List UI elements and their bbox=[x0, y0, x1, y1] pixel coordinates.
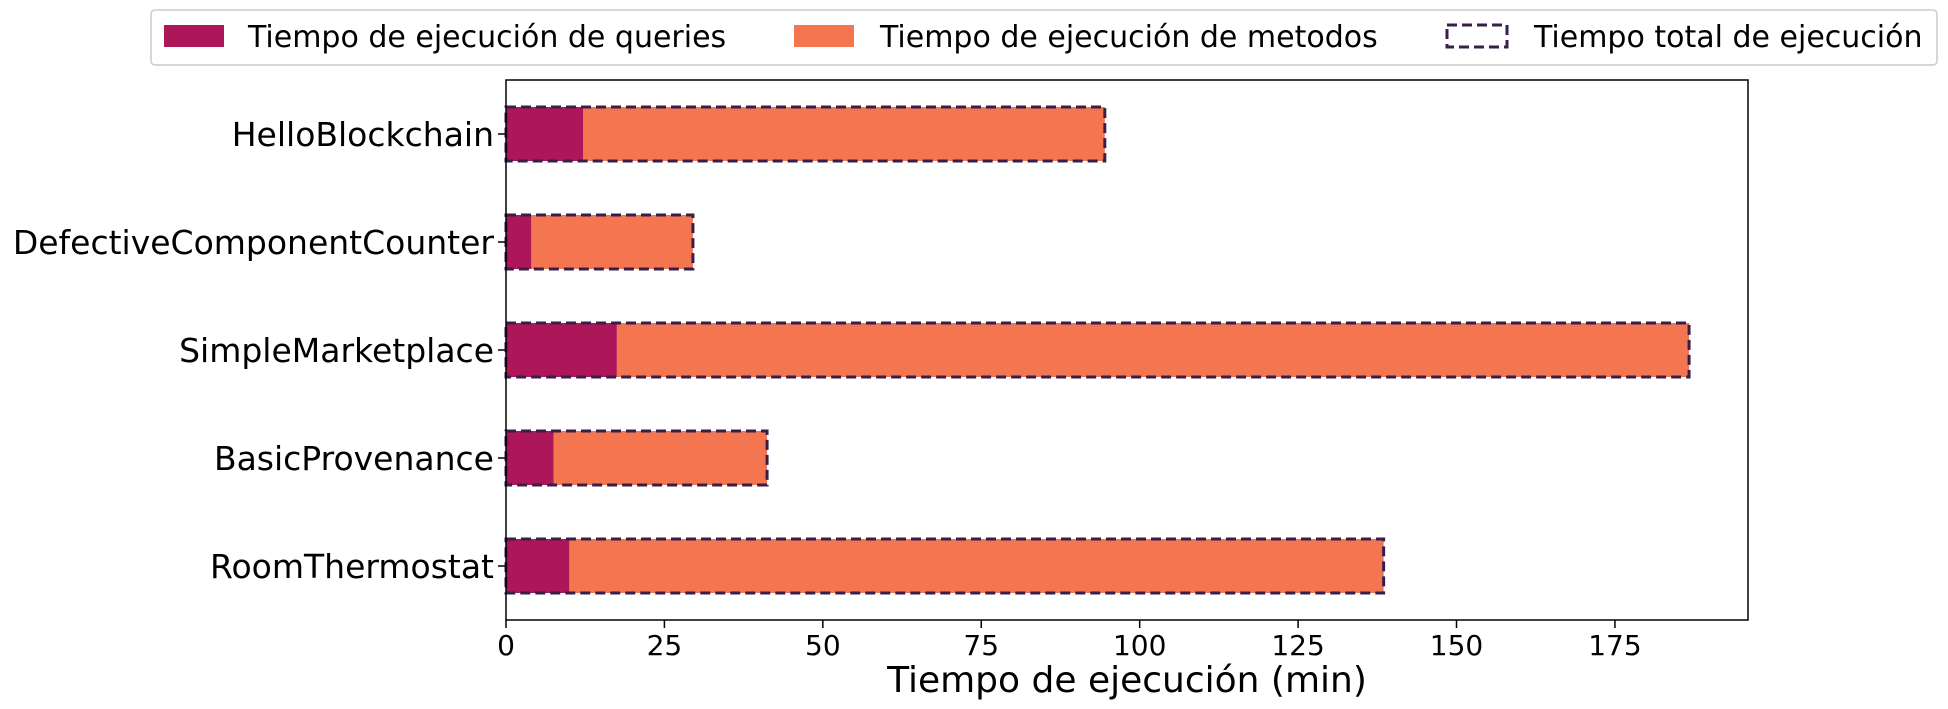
y-tick-label-helloblockchain: HelloBlockchain bbox=[232, 115, 494, 154]
bar-helloblockchain-queries bbox=[506, 107, 584, 161]
x-tick-label: 25 bbox=[647, 629, 683, 662]
bar-simplemarketplace-queries bbox=[506, 323, 617, 377]
legend-label-total: Tiempo total de ejecución bbox=[1533, 20, 1922, 55]
bar-helloblockchain-metodos bbox=[583, 107, 1105, 161]
y-axis-ticks: HelloBlockchain DefectiveComponentCounter… bbox=[13, 115, 506, 586]
legend-label-metodos: Tiempo de ejecución de metodos bbox=[879, 20, 1378, 55]
legend-frame bbox=[150, 9, 1938, 66]
bar-roomthermostat-queries bbox=[506, 539, 570, 593]
bar-defectivecomponentcounter-metodos bbox=[531, 215, 693, 269]
legend-swatch-metodos bbox=[794, 25, 854, 47]
x-tick-label: 75 bbox=[963, 629, 999, 662]
x-axis-ticks: 0 25 50 75 100 125 150 175 bbox=[497, 620, 1642, 662]
x-tick-label: 100 bbox=[1113, 629, 1166, 662]
x-tick-label: 150 bbox=[1430, 629, 1483, 662]
y-tick-label-simplemarketplace: SimpleMarketplace bbox=[179, 331, 494, 370]
x-tick-label: 50 bbox=[805, 629, 841, 662]
bar-basicprovenance-queries bbox=[506, 431, 554, 485]
legend-swatch-queries bbox=[164, 25, 224, 47]
y-tick-label-basicprovenance: BasicProvenance bbox=[214, 439, 494, 478]
legend-entry-queries: Tiempo de ejecución de queries bbox=[164, 20, 726, 55]
plot-area bbox=[504, 105, 1691, 595]
bar-roomthermostat-metodos bbox=[569, 539, 1384, 593]
bar-simplemarketplace-metodos bbox=[616, 323, 1690, 377]
x-axis-title: Tiempo de ejecución (min) bbox=[886, 660, 1367, 701]
y-tick-label-roomthermostat: RoomThermostat bbox=[210, 547, 494, 586]
legend-entry-metodos: Tiempo de ejecución de metodos bbox=[794, 20, 1378, 55]
x-tick-label: 175 bbox=[1588, 629, 1641, 662]
legend-entry-total: Tiempo total de ejecución bbox=[1445, 20, 1922, 55]
x-tick-label: 125 bbox=[1271, 629, 1324, 662]
bar-basicprovenance-metodos bbox=[553, 431, 768, 485]
legend-swatch-total bbox=[1445, 23, 1509, 49]
x-tick-label: 0 bbox=[497, 629, 515, 662]
legend-label-queries: Tiempo de ejecución de queries bbox=[247, 20, 726, 55]
bar-defectivecomponentcounter-queries bbox=[506, 215, 532, 269]
y-tick-label-defectivecomponentcounter: DefectiveComponentCounter bbox=[13, 223, 495, 262]
legend: Tiempo de ejecución de queries Tiempo de… bbox=[150, 9, 1938, 66]
